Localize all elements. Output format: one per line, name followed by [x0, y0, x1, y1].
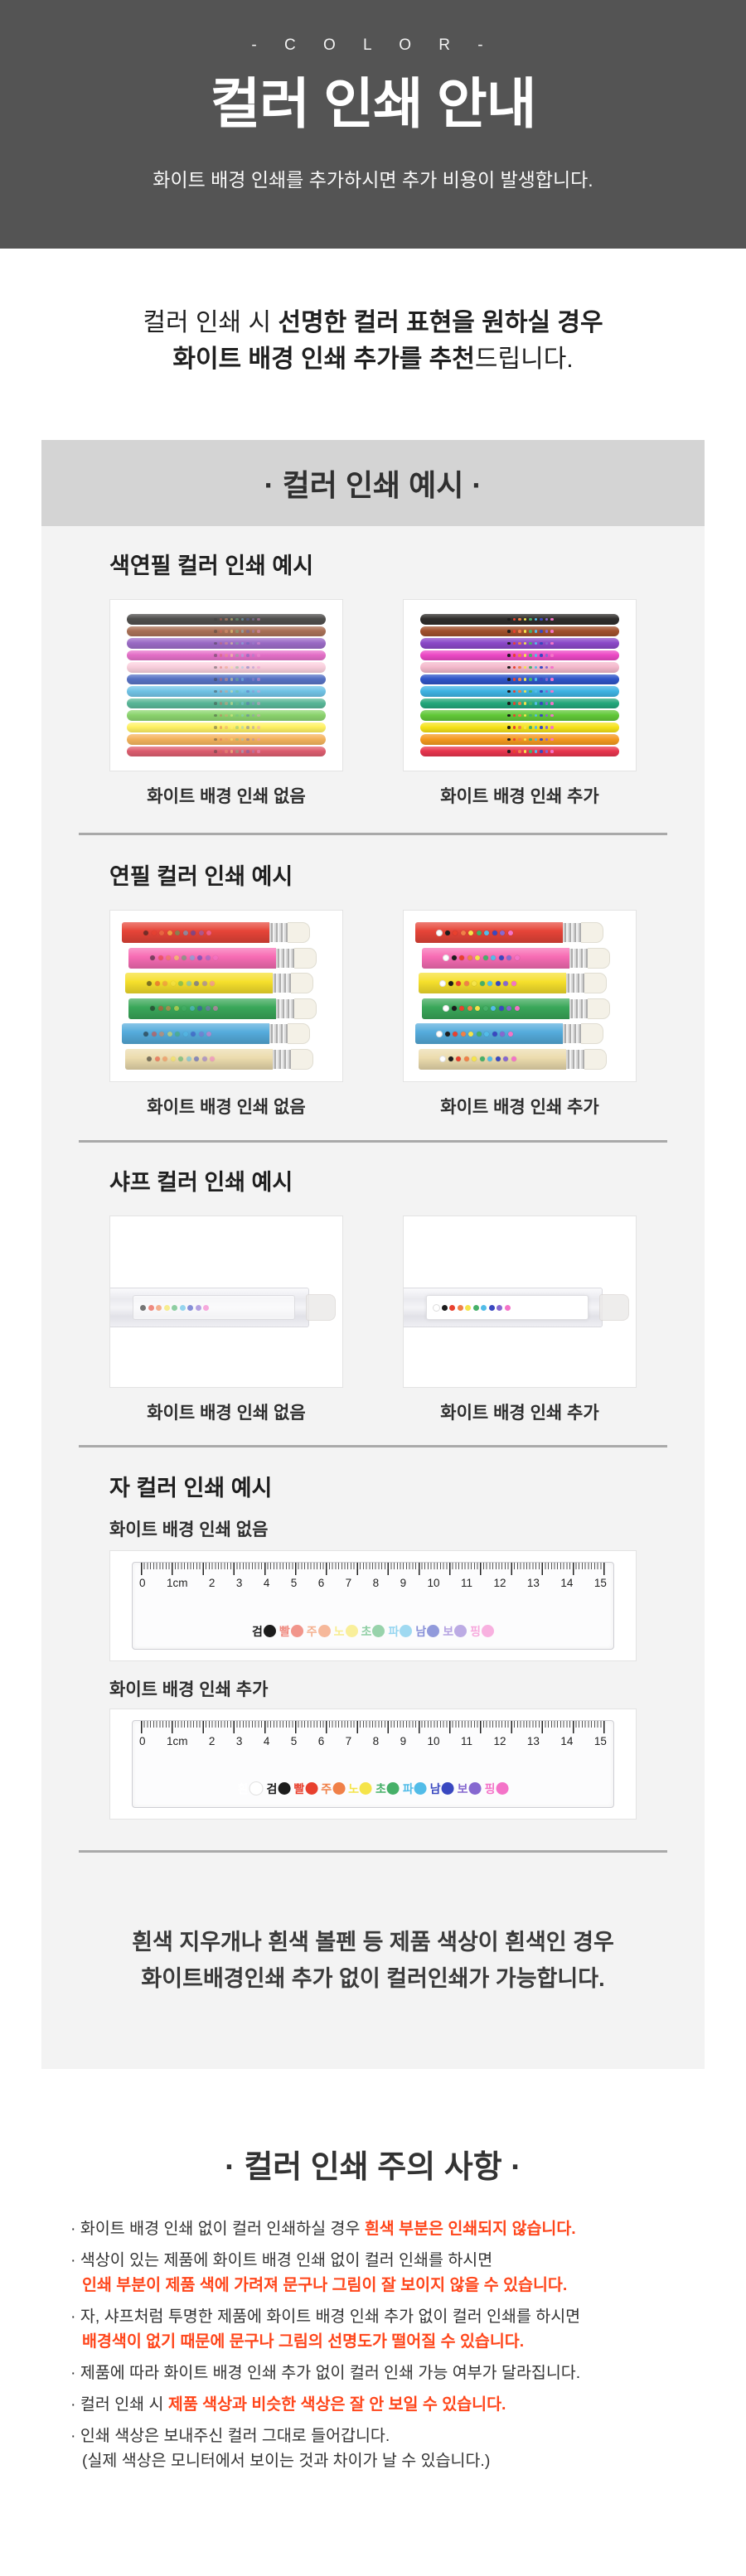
intro-line-2: 화이트 배경 인쇄 추가를 추천드립니다. — [172, 346, 574, 373]
pencil-photo-no-white — [109, 910, 343, 1082]
sharp-photo-no-white — [109, 1216, 343, 1388]
ruler-variant-label-with: 화이트 배경 인쇄 추가 — [109, 1680, 269, 1699]
photo-caption-with: 화이트 배경 인쇄 추가 — [440, 1098, 599, 1117]
caution-section: · 컬러 인쇄 주의 사항 · · 화이트 배경 인쇄 없이 컬러 인쇄하실 경… — [0, 2069, 746, 2473]
ruler-numbers: 0 1cm 2 3 4 5 6 7 8 9 10 11 12 13 14 15 — [139, 1577, 607, 1589]
ruler-ticks — [141, 1563, 605, 1576]
crayon-image — [420, 614, 619, 756]
crayon-image — [127, 614, 326, 756]
caution-list: · 화이트 배경 인쇄 없이 컬러 인쇄하실 경우 흰색 부분은 인쇄되지 않습… — [70, 2216, 700, 2473]
header: - C O L O R - 컬러 인쇄 안내 화이트 배경 인쇄를 추가하시면 … — [0, 0, 746, 249]
pencil-image-row — [109, 910, 705, 1082]
caution-item: · 화이트 배경 인쇄 없이 컬러 인쇄하실 경우 흰색 부분은 인쇄되지 않습… — [70, 2220, 576, 2238]
sharp-pencil-image — [404, 1216, 636, 1387]
example-panel-body: 색연필 컬러 인쇄 예시 화이트 배경 인쇄 없음 화이트 배경 인쇄 추가 연… — [41, 526, 705, 2069]
sharp-photo-with-white — [403, 1216, 637, 1388]
photo-caption-with: 화이트 배경 인쇄 추가 — [440, 787, 599, 806]
crayon-photo-no-white — [109, 599, 343, 771]
sharp-captions: 화이트 배경 인쇄 없음 화이트 배경 인쇄 추가 — [109, 1403, 705, 1424]
section-ruler-heading: 자 컬러 인쇄 예시 — [109, 1476, 273, 1501]
pencil-photo-with-white — [403, 910, 637, 1082]
section-divider — [79, 1445, 667, 1447]
section-crayon-heading: 색연필 컬러 인쇄 예시 — [109, 553, 314, 578]
example-panel: · 컬러 인쇄 예시 · 색연필 컬러 인쇄 예시 화이트 배경 인쇄 없음 화… — [41, 440, 705, 2069]
header-subtitle: 화이트 배경 인쇄를 추가하시면 추가 비용이 발생합니다. — [153, 169, 593, 191]
photo-caption-without: 화이트 배경 인쇄 없음 — [147, 1098, 306, 1117]
color-eyebrow: - C O L O R - — [251, 36, 495, 54]
pencil-captions: 화이트 배경 인쇄 없음 화이트 배경 인쇄 추가 — [109, 1097, 705, 1119]
caution-item: · 제품에 따라 화이트 배경 인쇄 추가 없이 컬러 인쇄 가능 여부가 달라… — [70, 2364, 581, 2382]
photo-caption-without: 화이트 배경 인쇄 없음 — [147, 1404, 306, 1423]
caution-item: · 인쇄 색상은 보내주신 컬러 그대로 들어갑니다. (실제 색상은 모니터에서… — [70, 2427, 491, 2470]
photo-caption-with: 화이트 배경 인쇄 추가 — [440, 1404, 599, 1423]
crayon-photo-with-white — [403, 599, 637, 771]
caution-item: · 컬러 인쇄 시 제품 색상과 비슷한 색상은 잘 안 보일 수 있습니다. — [70, 2395, 506, 2414]
caution-item: · 색상이 있는 제품에 화이트 배경 인쇄 없이 컬러 인쇄를 하시면 인쇄 부… — [70, 2251, 568, 2294]
note-line-1: 흰색 지우개나 흰색 볼펜 등 제품 색상이 흰색인 경우 — [132, 1930, 614, 1955]
ruler-ticks — [141, 1721, 605, 1734]
caution-title: · 컬러 인쇄 주의 사항 · — [225, 2150, 521, 2185]
pencil-image — [415, 922, 624, 1070]
note-line-2: 화이트배경인쇄 추가 없이 컬러인쇄가 가능합니다. — [141, 1966, 605, 1991]
page-title: 컬러 인쇄 안내 — [210, 73, 537, 134]
intro-line-1: 컬러 인쇄 시 선명한 컬러 표현을 원하실 경우 — [143, 309, 603, 336]
caution-item: · 자, 샤프처럼 투명한 제품에 화이트 배경 인쇄 추가 없이 컬러 인쇄를… — [70, 2308, 581, 2351]
section-pencil-heading: 연필 컬러 인쇄 예시 — [109, 864, 293, 889]
photo-caption-without: 화이트 배경 인쇄 없음 — [147, 787, 306, 806]
sharp-pencil-image — [110, 1216, 342, 1387]
note-text: 흰색 지우개나 흰색 볼펜 등 제품 색상이 흰색인 경우 화이트배경인쇄 추가… — [41, 1924, 705, 1997]
example-panel-title: · 컬러 인쇄 예시 · — [41, 440, 705, 526]
pencil-image — [122, 922, 331, 1070]
section-divider — [79, 1850, 667, 1853]
sharp-image-row — [109, 1216, 705, 1388]
ruler-numbers: 0 1cm 2 3 4 5 6 7 8 9 10 11 12 13 14 15 — [139, 1735, 607, 1747]
crayon-image-row — [109, 599, 705, 771]
ruler-variant-label-without: 화이트 배경 인쇄 없음 — [109, 1520, 269, 1539]
section-sharp-heading: 샤프 컬러 인쇄 예시 — [109, 1170, 293, 1195]
section-divider — [79, 833, 667, 835]
intro-paragraph: 컬러 인쇄 시 선명한 컬러 표현을 원하실 경우 화이트 배경 인쇄 추가를 … — [0, 249, 746, 378]
section-divider — [79, 1140, 667, 1143]
crayon-captions: 화이트 배경 인쇄 없음 화이트 배경 인쇄 추가 — [109, 786, 705, 808]
